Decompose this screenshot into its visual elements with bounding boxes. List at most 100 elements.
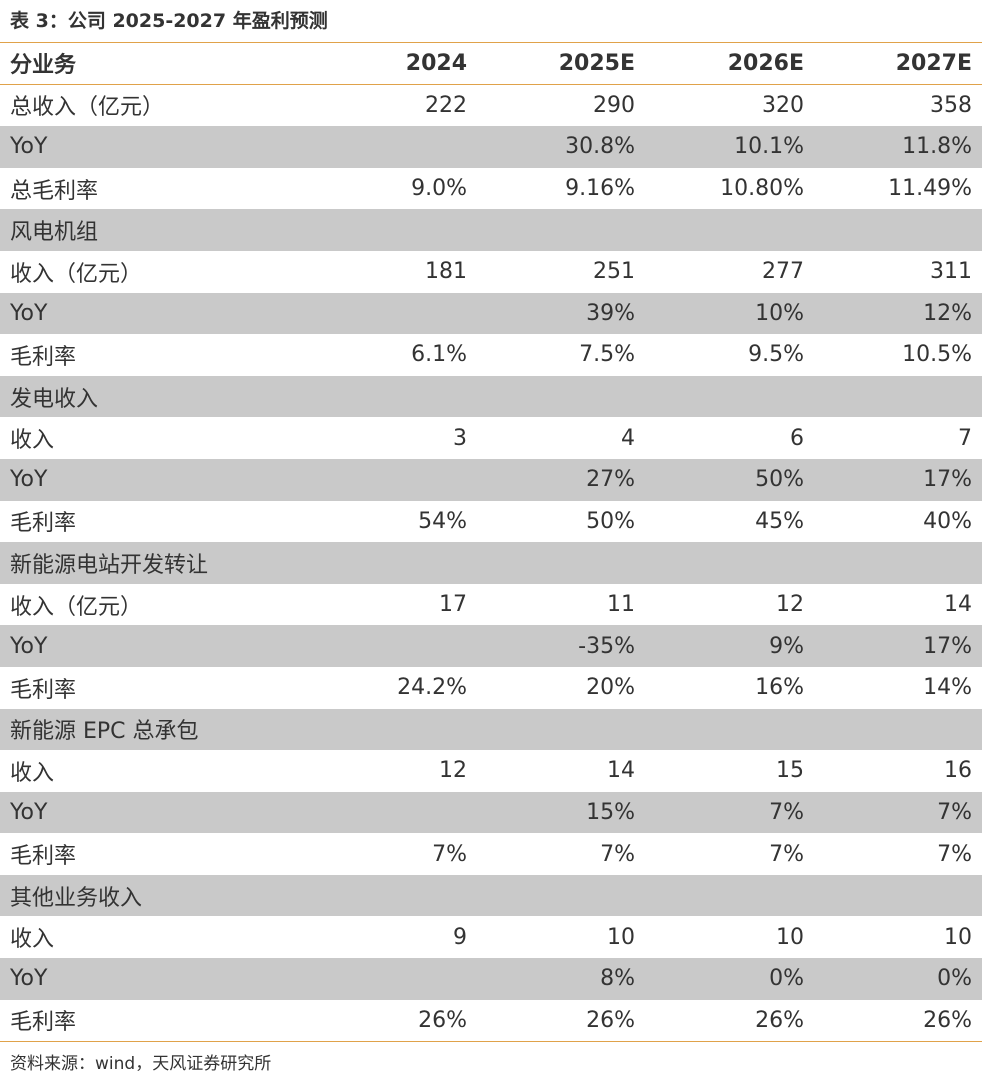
cell-2024: 181	[425, 259, 467, 285]
row-label: YoY	[10, 799, 48, 825]
row-label: 总毛利率	[10, 178, 99, 204]
cell-2027e: 16	[944, 758, 972, 784]
row-label: 毛利率	[10, 844, 77, 870]
cell-2024: 54%	[418, 508, 467, 534]
table-caption: 表 3：公司 2025-2027 年盈利预测	[10, 10, 328, 32]
cell-2026e: 320	[762, 92, 804, 118]
table-row: 毛利率 26% 26% 26% 26%	[0, 1000, 982, 1042]
cell-2025e: -35%	[578, 633, 635, 659]
header-2025e: 2025E	[558, 50, 635, 76]
cell-2024: 6.1%	[411, 342, 467, 368]
cell-2027e: 10.5%	[902, 342, 972, 368]
row-label: 毛利率	[10, 344, 77, 370]
table-row: 收入 3 4 6 7	[0, 417, 982, 459]
table-row: 总毛利率 9.0% 9.16% 10.80% 11.49%	[0, 168, 982, 210]
cell-2025e: 30.8%	[565, 134, 635, 160]
row-label: 毛利率	[10, 511, 77, 537]
table-row: 新能源 EPC 总承包	[0, 708, 982, 751]
cell-2026e: 7%	[769, 799, 804, 825]
table-row: 总收入（亿元） 222 290 320 358	[0, 85, 982, 127]
cell-2026e: 10.80%	[720, 176, 804, 202]
cell-2027e: 11.8%	[902, 134, 972, 160]
table-header-row: 分业务 2024 2025E 2026E 2027E	[0, 43, 982, 85]
table-row: YoY 39% 10% 12%	[0, 292, 982, 335]
cell-2026e: 15	[776, 758, 804, 784]
cell-2026e: 6	[790, 425, 804, 451]
cell-2025e: 7.5%	[579, 342, 635, 368]
row-label: 发电收入	[10, 386, 99, 412]
table-row: 风电机组	[0, 209, 982, 251]
row-label: 毛利率	[10, 677, 77, 703]
header-2024: 2024	[405, 50, 467, 76]
row-label: 收入	[10, 927, 55, 953]
table-row: 毛利率 54% 50% 45% 40%	[0, 501, 982, 543]
row-label: 收入	[10, 428, 55, 454]
row-label: 新能源电站开发转让	[10, 552, 209, 578]
source-note: 资料来源：wind，天风证券研究所	[10, 1054, 272, 1074]
row-label: YoY	[10, 633, 48, 659]
cell-2025e: 10	[607, 924, 635, 950]
cell-2026e: 9%	[769, 633, 804, 659]
cell-2025e: 15%	[586, 799, 635, 825]
cell-2025e: 27%	[586, 467, 635, 493]
cell-2026e: 26%	[755, 1007, 804, 1033]
cell-2027e: 12%	[923, 300, 972, 326]
cell-2026e: 9.5%	[748, 342, 804, 368]
cell-2024: 17	[439, 592, 467, 618]
row-label: YoY	[10, 300, 48, 326]
cell-2024: 3	[453, 425, 467, 451]
cell-2025e: 14	[607, 758, 635, 784]
cell-2027e: 311	[930, 259, 972, 285]
cell-2027e: 0%	[937, 966, 972, 992]
row-label: 收入（亿元）	[10, 261, 143, 287]
cell-2026e: 10%	[755, 300, 804, 326]
forecast-table: 分业务 2024 2025E 2026E 2027E 总收入（亿元） 222 2…	[0, 42, 982, 1043]
row-label: 收入	[10, 760, 55, 786]
row-label: YoY	[10, 134, 48, 160]
row-label: 总收入（亿元）	[10, 95, 165, 121]
table-row: 收入 12 14 15 16	[0, 750, 982, 792]
cell-2027e: 14%	[923, 675, 972, 701]
table-row: 新能源电站开发转让	[0, 542, 982, 584]
header-2026e: 2026E	[727, 50, 804, 76]
cell-2025e: 290	[593, 92, 635, 118]
header-segment: 分业务	[0, 47, 300, 80]
table-row: YoY 27% 50% 17%	[0, 458, 982, 501]
table-row: 收入 9 10 10 10	[0, 916, 982, 958]
cell-2024: 26%	[418, 1007, 467, 1033]
cell-2027e: 26%	[923, 1007, 972, 1033]
cell-2027e: 7%	[937, 841, 972, 867]
table-row: 毛利率 6.1% 7.5% 9.5% 10.5%	[0, 334, 982, 376]
cell-2026e: 0%	[769, 966, 804, 992]
table-row: 毛利率 7% 7% 7% 7%	[0, 833, 982, 875]
cell-2027e: 10	[944, 924, 972, 950]
cell-2027e: 14	[944, 592, 972, 618]
cell-2027e: 17%	[923, 633, 972, 659]
row-label: 收入（亿元）	[10, 594, 143, 620]
cell-2025e: 7%	[600, 841, 635, 867]
cell-2027e: 17%	[923, 467, 972, 493]
cell-2024: 9	[453, 924, 467, 950]
table-row: 其他业务收入	[0, 874, 982, 917]
table-row: YoY 30.8% 10.1% 11.8%	[0, 126, 982, 168]
cell-2026e: 10.1%	[734, 134, 804, 160]
row-label: 风电机组	[10, 220, 99, 246]
header-2027e: 2027E	[895, 50, 972, 76]
table-row: YoY -35% 9% 17%	[0, 625, 982, 667]
cell-2025e: 4	[621, 425, 635, 451]
cell-2025e: 251	[593, 259, 635, 285]
table-row: 收入（亿元） 181 251 277 311	[0, 251, 982, 293]
cell-2025e: 20%	[586, 675, 635, 701]
cell-2026e: 277	[762, 259, 804, 285]
cell-2024: 12	[439, 758, 467, 784]
cell-2024: 222	[425, 92, 467, 118]
cell-2025e: 9.16%	[565, 176, 635, 202]
cell-2024: 9.0%	[411, 176, 467, 202]
cell-2026e: 7%	[769, 841, 804, 867]
cell-2027e: 358	[930, 92, 972, 118]
row-label: YoY	[10, 966, 48, 992]
cell-2026e: 16%	[755, 675, 804, 701]
table-row: YoY 15% 7% 7%	[0, 791, 982, 834]
row-label: YoY	[10, 467, 48, 493]
cell-2025e: 26%	[586, 1007, 635, 1033]
